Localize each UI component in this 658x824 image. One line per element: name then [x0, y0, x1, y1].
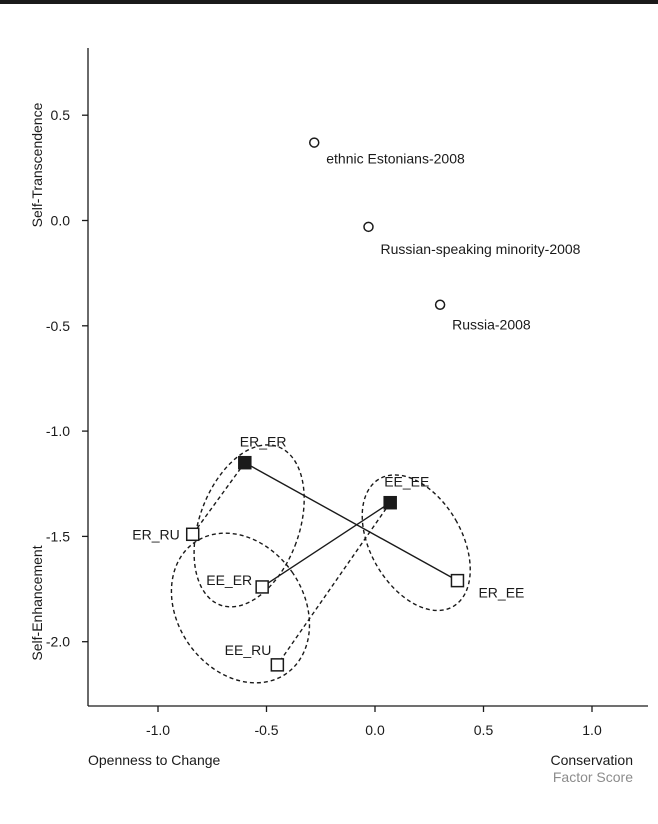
point-label: EE_EE [384, 474, 429, 490]
point-marker [450, 573, 465, 588]
y-axis-label-bottom: Self-Enhancement [29, 545, 45, 660]
x-tick-label: -1.0 [146, 722, 170, 738]
point-marker [255, 580, 269, 594]
x-tick-label: 1.0 [582, 722, 602, 738]
point-label: ER_RU [132, 526, 179, 542]
cluster-ellipse [170, 532, 311, 684]
point-label: ER_ER [240, 434, 287, 450]
x-axis-label-right: Conservation [551, 752, 634, 768]
point-marker [238, 455, 252, 470]
point-links [192, 462, 458, 666]
y-tick-label: -0.5 [46, 318, 70, 334]
x-axis-label-left: Openness to Change [88, 752, 221, 768]
top-rule [0, 0, 658, 4]
y-tick-label: 0.0 [51, 213, 71, 229]
point-marker [270, 658, 285, 672]
cluster-ellipse [361, 474, 471, 612]
y-tick-label: -1.0 [46, 423, 70, 439]
x-tick-label: 0.5 [474, 722, 494, 738]
reference-point-label: ethnic Estonians-2008 [326, 151, 465, 167]
y-tick-label: 0.5 [51, 107, 71, 123]
y-tick-label: -1.5 [46, 528, 70, 544]
cluster-ellipse [193, 444, 305, 608]
x-axis-label-sub: Factor Score [553, 769, 633, 785]
reference-point-label: Russia-2008 [452, 317, 531, 333]
y-axis-label-top: Self-Transcendence [29, 102, 45, 227]
reference-point-marker [363, 221, 374, 233]
dashed-link [192, 462, 246, 535]
point-label: ER_EE [478, 585, 524, 601]
reference-point-marker [308, 137, 320, 148]
point-label: EE_ER [206, 572, 252, 588]
y-tick-label: -2.0 [46, 634, 70, 650]
ticks: -1.0 -0.5 0.0 0.5 1.0 0.5 0.0 -0.5 -1.0 -1.5 -2.0 [46, 107, 602, 738]
axes [87, 48, 648, 707]
reference-point-label: Russian-speaking minority-2008 [380, 241, 580, 257]
point-markers: ethnic Estonians-2008 Russian-speaking mi… [132, 137, 581, 672]
x-tick-label: -0.5 [254, 722, 278, 738]
point-marker [185, 527, 200, 542]
point-label: EE_RU [225, 642, 272, 658]
reference-point-marker [434, 299, 446, 310]
cluster-ellipses [170, 444, 471, 684]
point-marker [383, 495, 397, 510]
solid-link [244, 462, 458, 582]
solid-link [261, 502, 391, 588]
x-tick-label: 0.0 [365, 722, 385, 738]
dashed-link [276, 502, 391, 666]
